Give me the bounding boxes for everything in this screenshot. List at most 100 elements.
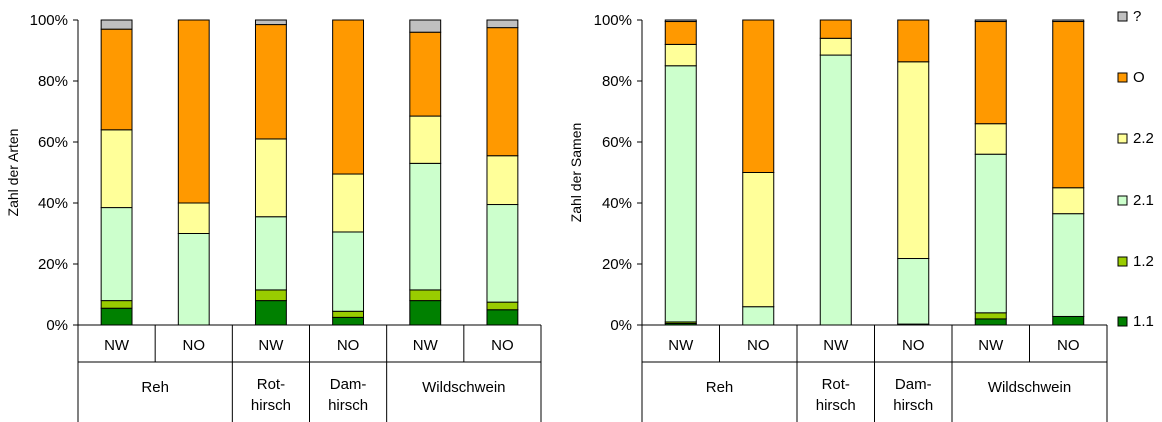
y-tick-label: 100% (594, 12, 632, 29)
group-label: Rot- (257, 376, 285, 393)
y-tick-label: 20% (602, 256, 632, 273)
bar-segment-2-2 (974, 123, 1007, 155)
bar-segment-1-2 (100, 300, 133, 309)
bar-segment-2-2 (409, 115, 442, 164)
bar-segment-2-2 (1052, 187, 1085, 215)
y-tick-label: 40% (38, 195, 68, 212)
bar-segment-O (332, 19, 365, 175)
bar-segment-unknown (974, 19, 1007, 23)
bar-segment-2-1 (897, 258, 930, 325)
y-tick-label: 60% (602, 134, 632, 151)
legend-swatch (1117, 316, 1128, 327)
legend: ? O 2.2 2.1 1.2 1.1 (1117, 8, 1154, 330)
y-tick-label: 80% (38, 73, 68, 90)
legend-swatch (1117, 11, 1128, 22)
legend-label: ? (1133, 8, 1141, 25)
bar-segment-unknown (486, 19, 519, 29)
legend-label: 2.2 (1133, 130, 1154, 147)
group-label: hirsch (251, 397, 291, 414)
bar-segment-2-1 (742, 306, 775, 326)
category-label: NO (491, 337, 514, 354)
bar-segment-2-1 (974, 153, 1007, 314)
bar-segment-1-1 (254, 300, 287, 326)
bar-segment-2-2 (100, 129, 133, 209)
group-label: Reh (706, 379, 734, 396)
bar-segment-2-2 (486, 155, 519, 206)
category-label: NW (978, 337, 1004, 354)
bar-segment-O (664, 21, 697, 45)
bar-segment-unknown (1052, 19, 1085, 23)
bar-segment-2-1 (100, 207, 133, 302)
bar-segment-1-2 (409, 289, 442, 302)
bar-segment-2-1 (177, 233, 210, 326)
group-label: Wildschwein (988, 379, 1071, 396)
group-label: hirsch (328, 397, 368, 414)
y-axis-title: Zahl der Samen (568, 123, 584, 223)
legend-label: 2.1 (1133, 192, 1154, 209)
group-label: hirsch (816, 397, 856, 414)
bar-segment-unknown (409, 19, 442, 33)
bar-segment-2-2 (177, 202, 210, 234)
bar-segment-2-1 (1052, 213, 1085, 317)
bar-segment-1-2 (486, 301, 519, 311)
bar-segment-O (100, 28, 133, 131)
group-label: Dam- (895, 376, 932, 393)
y-axis-title: Zahl der Arten (5, 129, 21, 217)
chart-panel-1: Zahl der Arten 0% 20% 40% 60% 80% 100% NW NO NW NO… (5, 12, 542, 422)
bar-segment-O (254, 24, 287, 140)
group-label: hirsch (893, 397, 933, 414)
bar-segment-2-1 (486, 204, 519, 303)
group-label: Reh (141, 379, 169, 396)
bar-segment-unknown (664, 19, 697, 23)
bar-segment-1-1 (100, 307, 133, 326)
group-label: Dam- (330, 376, 367, 393)
category-label: NW (668, 337, 694, 354)
category-label: NO (183, 337, 206, 354)
legend-label: 1.1 (1133, 313, 1154, 330)
legend-swatch (1117, 195, 1128, 206)
bar-segment-1-1 (974, 318, 1007, 326)
bar-segment-2-2 (254, 138, 287, 218)
bar-segment-1-1 (486, 309, 519, 326)
bar-segment-1-1 (332, 316, 365, 326)
bar-segment-O (819, 19, 852, 39)
bar-segment-unknown (100, 19, 133, 30)
chart-panel-2: Zahl der Samen 0% 20% 40% 60% 80% 100% NW NO NW NO… (568, 12, 1108, 422)
y-tick-label: 40% (602, 195, 632, 212)
group-label: Wildschwein (422, 379, 505, 396)
y-tick-label: 60% (38, 134, 68, 151)
y-tick-label: 80% (602, 73, 632, 90)
category-label: NW (104, 337, 130, 354)
legend-swatch (1117, 72, 1128, 83)
y-tick-label: 20% (38, 256, 68, 273)
bar-segment-1-2 (332, 310, 365, 318)
category-label: NW (258, 337, 284, 354)
bar-segment-2-1 (254, 216, 287, 291)
bar-segment-2-2 (742, 172, 775, 308)
y-tick-label: 0% (610, 317, 632, 334)
category-label: NW (413, 337, 439, 354)
bar-segment-O (1052, 21, 1085, 189)
bar-segment-unknown (254, 19, 287, 26)
bar-segment-O (177, 19, 210, 204)
category-label: NW (823, 337, 849, 354)
legend-swatch (1117, 133, 1128, 144)
bar-segment-1-1 (409, 300, 442, 326)
bar-segment-O (409, 31, 442, 117)
bar-segment-1-2 (254, 289, 287, 302)
bar-segment-O (974, 21, 1007, 125)
bar-segment-2-2 (332, 173, 365, 233)
group-label: Rot- (822, 376, 850, 393)
category-label: NO (1057, 337, 1080, 354)
bar-segment-2-1 (819, 54, 852, 326)
bar-segment-1-2 (974, 312, 1007, 320)
y-tick-label: 0% (46, 317, 68, 334)
bar-segment-O (897, 19, 930, 63)
bar-segment-1-1 (1052, 315, 1085, 326)
legend-label: O (1133, 69, 1145, 86)
category-label: NO (747, 337, 770, 354)
y-tick-label: 100% (30, 12, 68, 29)
category-label: NO (902, 337, 925, 354)
bar-segment-2-1 (332, 231, 365, 312)
